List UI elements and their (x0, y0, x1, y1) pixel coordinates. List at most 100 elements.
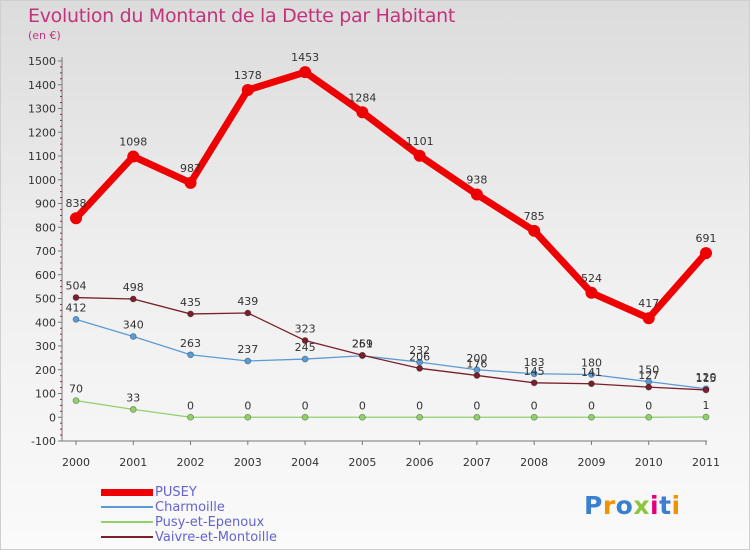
data-label-pusey: 1378 (234, 69, 262, 82)
data-point-vaivre-et-montoille (416, 364, 424, 372)
x-tick-label: 2001 (119, 456, 147, 469)
data-point-pusey (127, 150, 140, 163)
data-point-vaivre-et-montoille (301, 337, 309, 344)
data-point-charmoille (244, 357, 252, 365)
data-point-pusey (184, 176, 197, 189)
series-line-vaivre-et-montoille (75, 296, 707, 391)
x-tick-label: 2009 (577, 456, 605, 469)
series-layer (70, 66, 712, 421)
data-label-vaivre-et-montoille: 504 (66, 280, 87, 293)
x-tick-label: 2006 (406, 456, 434, 469)
data-label-charmoille: 180 (581, 357, 602, 370)
logo-letter: t (659, 491, 672, 520)
data-label-vaivre-et-montoille: 206 (409, 350, 430, 363)
data-label-charmoille: 263 (180, 337, 201, 350)
data-label-charmoille: 232 (409, 344, 430, 357)
data-label-vaivre-et-montoille: 127 (638, 369, 659, 382)
legend-label: Charmoille (155, 500, 225, 515)
data-label-vaivre-et-montoille: 435 (180, 296, 201, 309)
data-label-vaivre-et-montoille: 261 (352, 337, 373, 350)
y-tick-label: 100 (35, 388, 56, 401)
data-label-charmoille: 183 (524, 356, 545, 369)
data-point-pusy-et-epenoux (702, 413, 710, 421)
data-label-pusy-et-epenoux: 0 (645, 399, 652, 412)
data-label-pusy-et-epenoux: 0 (187, 399, 194, 412)
data-label-charmoille: 245 (295, 341, 316, 354)
y-tick-label: 1400 (28, 79, 56, 92)
data-label-pusey: 987 (180, 162, 201, 175)
data-label-pusey: 785 (524, 210, 545, 223)
data-point-pusy-et-epenoux (129, 406, 137, 413)
data-point-pusey (470, 188, 483, 201)
data-point-vaivre-et-montoille (72, 294, 80, 301)
data-point-charmoille (187, 351, 194, 359)
data-label-charmoille: 200 (466, 352, 487, 365)
data-label-charmoille: 150 (638, 364, 659, 377)
x-tick-label: 2011 (692, 456, 720, 469)
logo-letter: x (633, 491, 650, 520)
x-tick-label: 2010 (635, 456, 663, 469)
data-label-pusy-et-epenoux: 0 (531, 399, 538, 412)
data-point-pusey (642, 312, 655, 325)
data-point-vaivre-et-montoille (473, 372, 481, 379)
data-label-pusy-et-epenoux: 0 (473, 399, 480, 412)
series-line-charmoille (75, 318, 707, 390)
logo-letter: r (602, 491, 616, 520)
data-label-pusey: 1453 (291, 51, 319, 64)
line-chart: -100010020030040050060070080090010001100… (28, 51, 720, 469)
data-point-vaivre-et-montoille (645, 383, 653, 391)
x-tick-label: 2008 (520, 456, 548, 469)
y-tick-label: 800 (35, 221, 56, 234)
data-point-pusy-et-epenoux (416, 413, 424, 421)
data-point-pusey (585, 286, 598, 299)
data-label-vaivre-et-montoille: 498 (123, 281, 144, 294)
data-point-pusy-et-epenoux (244, 413, 252, 421)
data-label-vaivre-et-montoille: 141 (581, 366, 602, 379)
data-point-vaivre-et-montoille (530, 379, 538, 387)
data-label-charmoille: 120 (696, 371, 717, 384)
y-tick-label: -100 (31, 435, 56, 448)
data-label-pusy-et-epenoux: 1 (703, 399, 710, 412)
data-point-pusey (413, 149, 426, 162)
legend-label: PUSEY (155, 485, 197, 500)
proxiti-logo: Proxiti (584, 491, 681, 520)
data-label-pusy-et-epenoux: 0 (588, 399, 595, 412)
data-point-pusey (356, 106, 369, 119)
data-point-pusey (528, 224, 541, 237)
data-point-vaivre-et-montoille (358, 351, 366, 359)
data-point-pusy-et-epenoux (473, 413, 481, 421)
y-tick-label: 1000 (28, 174, 56, 187)
data-point-pusy-et-epenoux (588, 413, 595, 421)
y-axis-ticks: -100 0 100 200 300 400 500 600 700 800 900 1000 1100… (28, 55, 62, 448)
y-tick-label: 1300 (28, 103, 56, 116)
series-line-pusy-et-epenoux (75, 399, 707, 418)
logo-letter: i (650, 491, 660, 520)
data-label-charmoille: 340 (123, 319, 144, 332)
logo-letter: P (584, 491, 603, 520)
y-tick-label: 300 (35, 340, 56, 353)
data-label-pusey: 417 (638, 297, 659, 310)
x-tick-label: 2003 (234, 456, 262, 469)
series-line-pusey (72, 68, 710, 322)
data-point-vaivre-et-montoille (588, 380, 595, 388)
x-tick-label: 2005 (348, 456, 376, 469)
chart-title: Evolution du Montant de la Dette par Hab… (28, 5, 456, 27)
data-point-charmoille (129, 333, 137, 340)
data-point-vaivre-et-montoille (187, 310, 194, 318)
data-label-pusey: 1098 (119, 135, 147, 148)
legend-label: Pusy-et-Epenoux (155, 515, 265, 530)
logo-letter: o (615, 491, 634, 520)
data-label-vaivre-et-montoille: 323 (295, 323, 316, 336)
y-tick-label: 1500 (28, 55, 56, 68)
data-label-pusy-et-epenoux: 33 (126, 391, 140, 404)
data-label-pusey: 524 (581, 272, 602, 285)
x-tick-label: 2007 (463, 456, 491, 469)
legend-swatch (101, 521, 153, 523)
data-point-charmoille (301, 355, 309, 363)
x-axis-ticks: 2000 2001 2002 2003 2004 2005 2006 2007 2008 2009… (62, 441, 720, 469)
x-tick-label: 2000 (62, 456, 90, 469)
data-label-pusy-et-epenoux: 0 (302, 399, 309, 412)
data-label-charmoille: 237 (237, 343, 258, 356)
data-label-pusy-et-epenoux: 70 (69, 383, 83, 396)
